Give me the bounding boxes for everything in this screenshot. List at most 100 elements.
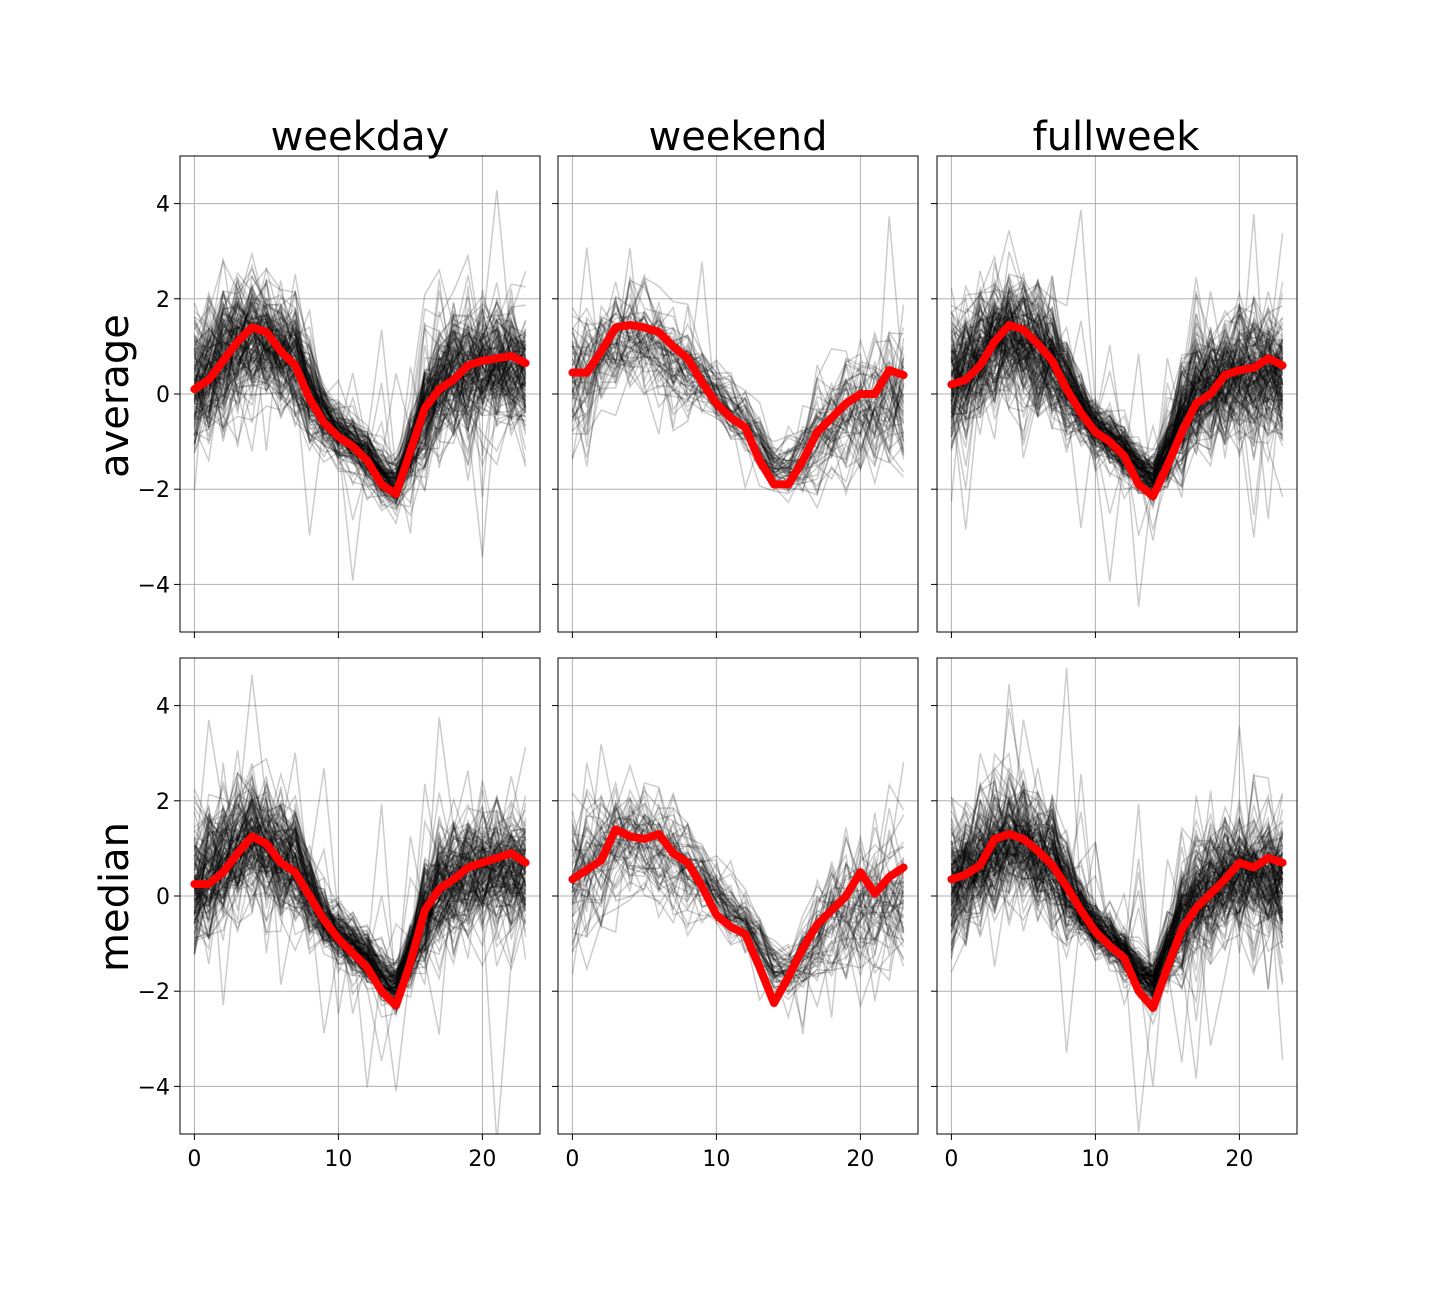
- profile-line: [193, 341, 527, 503]
- profile-line: [193, 803, 527, 997]
- profile-line: [571, 814, 904, 974]
- profile-line: [194, 814, 526, 996]
- profile-line: [950, 767, 1283, 1000]
- profile-line: [193, 780, 527, 984]
- profile-line: [571, 762, 904, 986]
- profile-line: [571, 833, 905, 984]
- profile-line: [571, 303, 905, 478]
- profile-line: [193, 763, 527, 987]
- profile-line: [193, 316, 527, 478]
- profile-line: [194, 835, 527, 1012]
- profile-line: [194, 830, 527, 998]
- x-tick-label: 20: [468, 1147, 496, 1172]
- profile-line: [571, 799, 905, 985]
- profile-line: [194, 271, 527, 482]
- profile-line: [572, 852, 905, 988]
- profile-line: [193, 334, 527, 482]
- y-tick-label: 4: [156, 695, 170, 720]
- profile-line: [950, 790, 1284, 980]
- profile-line: [193, 804, 526, 997]
- profile-line: [193, 786, 527, 986]
- summary-line-median: [568, 825, 908, 1008]
- profile-line: [950, 795, 1283, 981]
- profile-line: [194, 304, 526, 480]
- profile-line: [194, 302, 527, 508]
- profile-line: [571, 744, 905, 957]
- profile-line: [572, 814, 905, 968]
- profile-line: [950, 799, 1284, 985]
- profile-line: [193, 274, 527, 471]
- profile-line: [193, 830, 527, 1034]
- profile-line: [950, 297, 1283, 467]
- profile-line: [193, 306, 527, 480]
- profile-line: [950, 800, 1284, 975]
- x-tick-label: 0: [565, 1147, 579, 1172]
- profile-line: [950, 799, 1284, 983]
- profile-line: [950, 794, 1284, 974]
- profile-line: [950, 232, 1284, 470]
- profile-line: [950, 308, 1284, 485]
- profile-line: [194, 299, 527, 487]
- profile-line: [950, 798, 1284, 983]
- y-tick-label: −4: [138, 1075, 170, 1100]
- profile-line: [950, 282, 1284, 493]
- profile-line: [571, 794, 905, 969]
- profile-line: [194, 828, 526, 996]
- profile-line: [193, 821, 527, 982]
- profile-line: [951, 348, 1283, 488]
- profile-line: [193, 343, 527, 497]
- profile-line: [950, 837, 1284, 986]
- x-tick-label: 0: [944, 1147, 958, 1172]
- profile-line: [950, 801, 1284, 979]
- profile-line: [193, 331, 527, 479]
- profile-line: [571, 300, 905, 471]
- profile-line: [194, 340, 527, 493]
- profile-line: [193, 864, 527, 990]
- profile-line: [193, 282, 527, 482]
- profile-line: [193, 292, 527, 478]
- profile-line: [571, 817, 905, 974]
- summary-line-average: [190, 323, 530, 498]
- profile-line: [193, 813, 527, 973]
- profile-line: [193, 750, 527, 998]
- profile-line: [950, 280, 1283, 478]
- x-tick-label: 20: [846, 1147, 874, 1172]
- profile-line: [193, 832, 527, 1007]
- profile-line: [950, 326, 1284, 488]
- profile-line: [951, 273, 1284, 472]
- profile-line: [950, 338, 1283, 480]
- profile-line: [193, 283, 527, 489]
- summary-line-average: [568, 321, 908, 489]
- profile-line: [571, 326, 905, 477]
- profile-line: [193, 322, 526, 512]
- column-title-fullweek: fullweek: [1033, 114, 1201, 160]
- profile-line: [950, 285, 1283, 530]
- profile-line: [951, 307, 1284, 490]
- profile-line: [193, 313, 527, 480]
- profile-line: [193, 300, 526, 493]
- profile-line: [194, 791, 526, 978]
- profile-line: [572, 805, 905, 993]
- profile-line: [194, 802, 527, 977]
- profile-line: [194, 841, 526, 996]
- profile-line: [193, 789, 527, 978]
- profile-line: [950, 306, 1284, 465]
- profile-line: [950, 800, 1284, 976]
- profile-line: [950, 804, 1284, 991]
- profile-line: [950, 768, 1284, 989]
- profile-line: [571, 345, 905, 492]
- y-tick-label: 4: [156, 193, 170, 218]
- profile-line: [193, 784, 527, 1015]
- profile-line: [571, 832, 905, 979]
- profile-line: [571, 315, 905, 466]
- y-tick-label: 0: [156, 885, 170, 910]
- profile-line: [194, 852, 527, 993]
- profile-line: [193, 344, 527, 492]
- profile-line: [194, 340, 526, 521]
- profile-line: [950, 684, 1283, 988]
- profile-line: [950, 852, 1284, 988]
- profile-line: [950, 796, 1284, 994]
- profile-line: [950, 290, 1284, 480]
- profile-line: [571, 820, 904, 980]
